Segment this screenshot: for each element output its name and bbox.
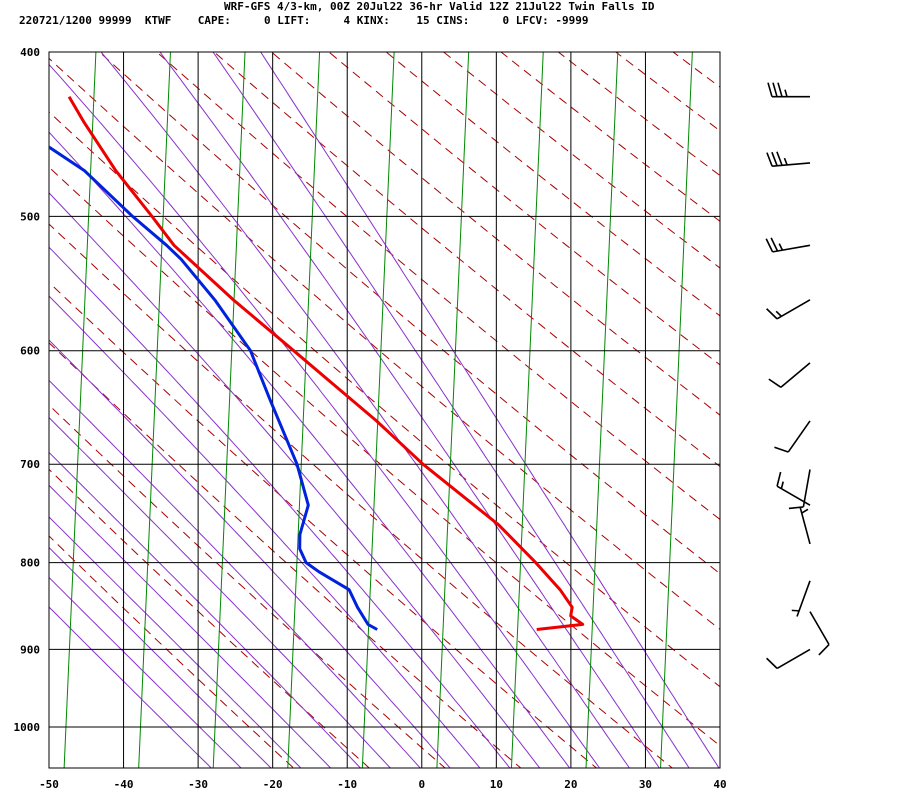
chart-header-line1: WRF-GFS 4/3-km, 00Z 20Jul22 36-hr Valid … xyxy=(224,0,655,13)
x-tick-label: -10 xyxy=(337,778,357,791)
moist-adiabat-line xyxy=(212,52,690,768)
dry-adiabat-line xyxy=(49,281,598,768)
wind-barbs xyxy=(765,82,830,670)
dewpoint-profile-line xyxy=(49,145,378,631)
moist-adiabat-line xyxy=(49,192,541,768)
moist-adiabat-line xyxy=(49,379,421,768)
dry-adiabat-line xyxy=(49,342,522,768)
temperature-profile-line xyxy=(67,95,585,631)
x-tick-label: 0 xyxy=(418,778,425,791)
dry-adiabat-line xyxy=(385,52,720,317)
chart-header-line2: 220721/1200 99999 KTWF CAPE: 0 LIFT: 4 K… xyxy=(19,14,589,27)
wind-barb xyxy=(809,611,830,656)
y-tick-label: 900 xyxy=(20,643,40,656)
plot-frame xyxy=(48,51,721,769)
dry-adiabat-line xyxy=(736,14,900,770)
dry-adiabat-line xyxy=(98,52,720,575)
moist-adiabat-line xyxy=(159,52,660,768)
dry-adiabat-line xyxy=(500,52,720,222)
y-tick-label: 400 xyxy=(20,46,40,59)
moist-adiabat-line xyxy=(49,246,511,768)
x-tick-label: 30 xyxy=(639,778,652,791)
dry-adiabat-line xyxy=(557,52,720,177)
dry-adiabat-line xyxy=(156,52,720,521)
mixing-ratio-line xyxy=(361,52,395,768)
y-tick-label: 500 xyxy=(20,210,40,223)
x-tick-label: 40 xyxy=(713,778,726,791)
dry-adiabat-line xyxy=(680,14,900,770)
moist-adiabat-line xyxy=(49,576,242,768)
mixing-ratio-line xyxy=(585,52,619,768)
mixing-ratio-line xyxy=(287,52,321,768)
mixing-ratio-line xyxy=(0,14,23,770)
x-tick-label: 20 xyxy=(564,778,577,791)
moist-adiabat-line xyxy=(49,451,362,768)
mixing-ratio-line xyxy=(138,52,171,768)
wind-barb xyxy=(788,469,811,510)
mixing-ratio-line xyxy=(510,52,544,768)
wind-barb xyxy=(766,151,811,168)
dry-adiabat-line xyxy=(49,166,720,747)
mixing-ratio-line xyxy=(735,14,769,770)
plot-grid xyxy=(48,51,721,769)
dry-adiabat-line xyxy=(328,52,720,366)
x-tick-label: -30 xyxy=(188,778,208,791)
x-tick-label: -50 xyxy=(39,778,59,791)
y-tick-label: 1000 xyxy=(14,721,41,734)
dry-adiabat-line xyxy=(49,468,370,768)
dry-adiabat-line xyxy=(49,535,295,768)
y-tick-label: 600 xyxy=(20,345,40,358)
wind-barb xyxy=(766,648,811,670)
wind-barb xyxy=(774,420,811,453)
y-tick-label: 800 xyxy=(20,557,40,570)
wind-barb xyxy=(768,362,811,388)
mixing-ratio-line xyxy=(63,52,97,768)
wind-barb xyxy=(766,299,811,320)
moist-adiabat-line xyxy=(49,416,391,768)
x-tick-label: 10 xyxy=(490,778,503,791)
mixing-ratio-line xyxy=(810,14,844,770)
background-isopleths xyxy=(0,14,900,770)
moist-adiabat-line xyxy=(49,339,451,768)
dry-adiabat-line xyxy=(49,404,446,768)
moist-adiabat-line xyxy=(49,484,332,768)
wind-barb xyxy=(799,507,811,545)
y-tick-label: 700 xyxy=(20,458,40,471)
moist-adiabat-line xyxy=(260,52,720,768)
moist-adiabat-line xyxy=(49,295,481,768)
x-tick-label: -40 xyxy=(114,778,134,791)
dry-adiabat-line xyxy=(793,14,900,770)
mixing-ratio-line xyxy=(436,52,470,768)
moist-adiabat-line xyxy=(49,63,601,768)
wind-barb xyxy=(765,237,811,253)
dry-adiabat-line xyxy=(213,52,720,468)
mixing-ratio-line xyxy=(660,52,693,768)
x-tick-label: -20 xyxy=(263,778,283,791)
moist-adiabat-line xyxy=(100,52,631,768)
dry-adiabat-line xyxy=(672,52,720,88)
wind-barb xyxy=(767,82,810,98)
moist-adiabat-line xyxy=(49,516,302,768)
wind-barb xyxy=(776,471,811,506)
wind-barb xyxy=(791,580,811,617)
dry-adiabat-line xyxy=(49,57,720,631)
moist-adiabat-line xyxy=(49,546,272,768)
mixing-ratio-line xyxy=(212,52,246,768)
moist-adiabat-line xyxy=(49,606,212,768)
axis-ticks: -50 -40 -30 -20 -10 0 10 20 30 40 400 500 600 700 800 9… xyxy=(14,46,727,791)
moist-adiabat-line xyxy=(49,131,571,768)
dry-adiabat-line xyxy=(49,223,674,768)
sounding-profiles xyxy=(49,95,585,631)
